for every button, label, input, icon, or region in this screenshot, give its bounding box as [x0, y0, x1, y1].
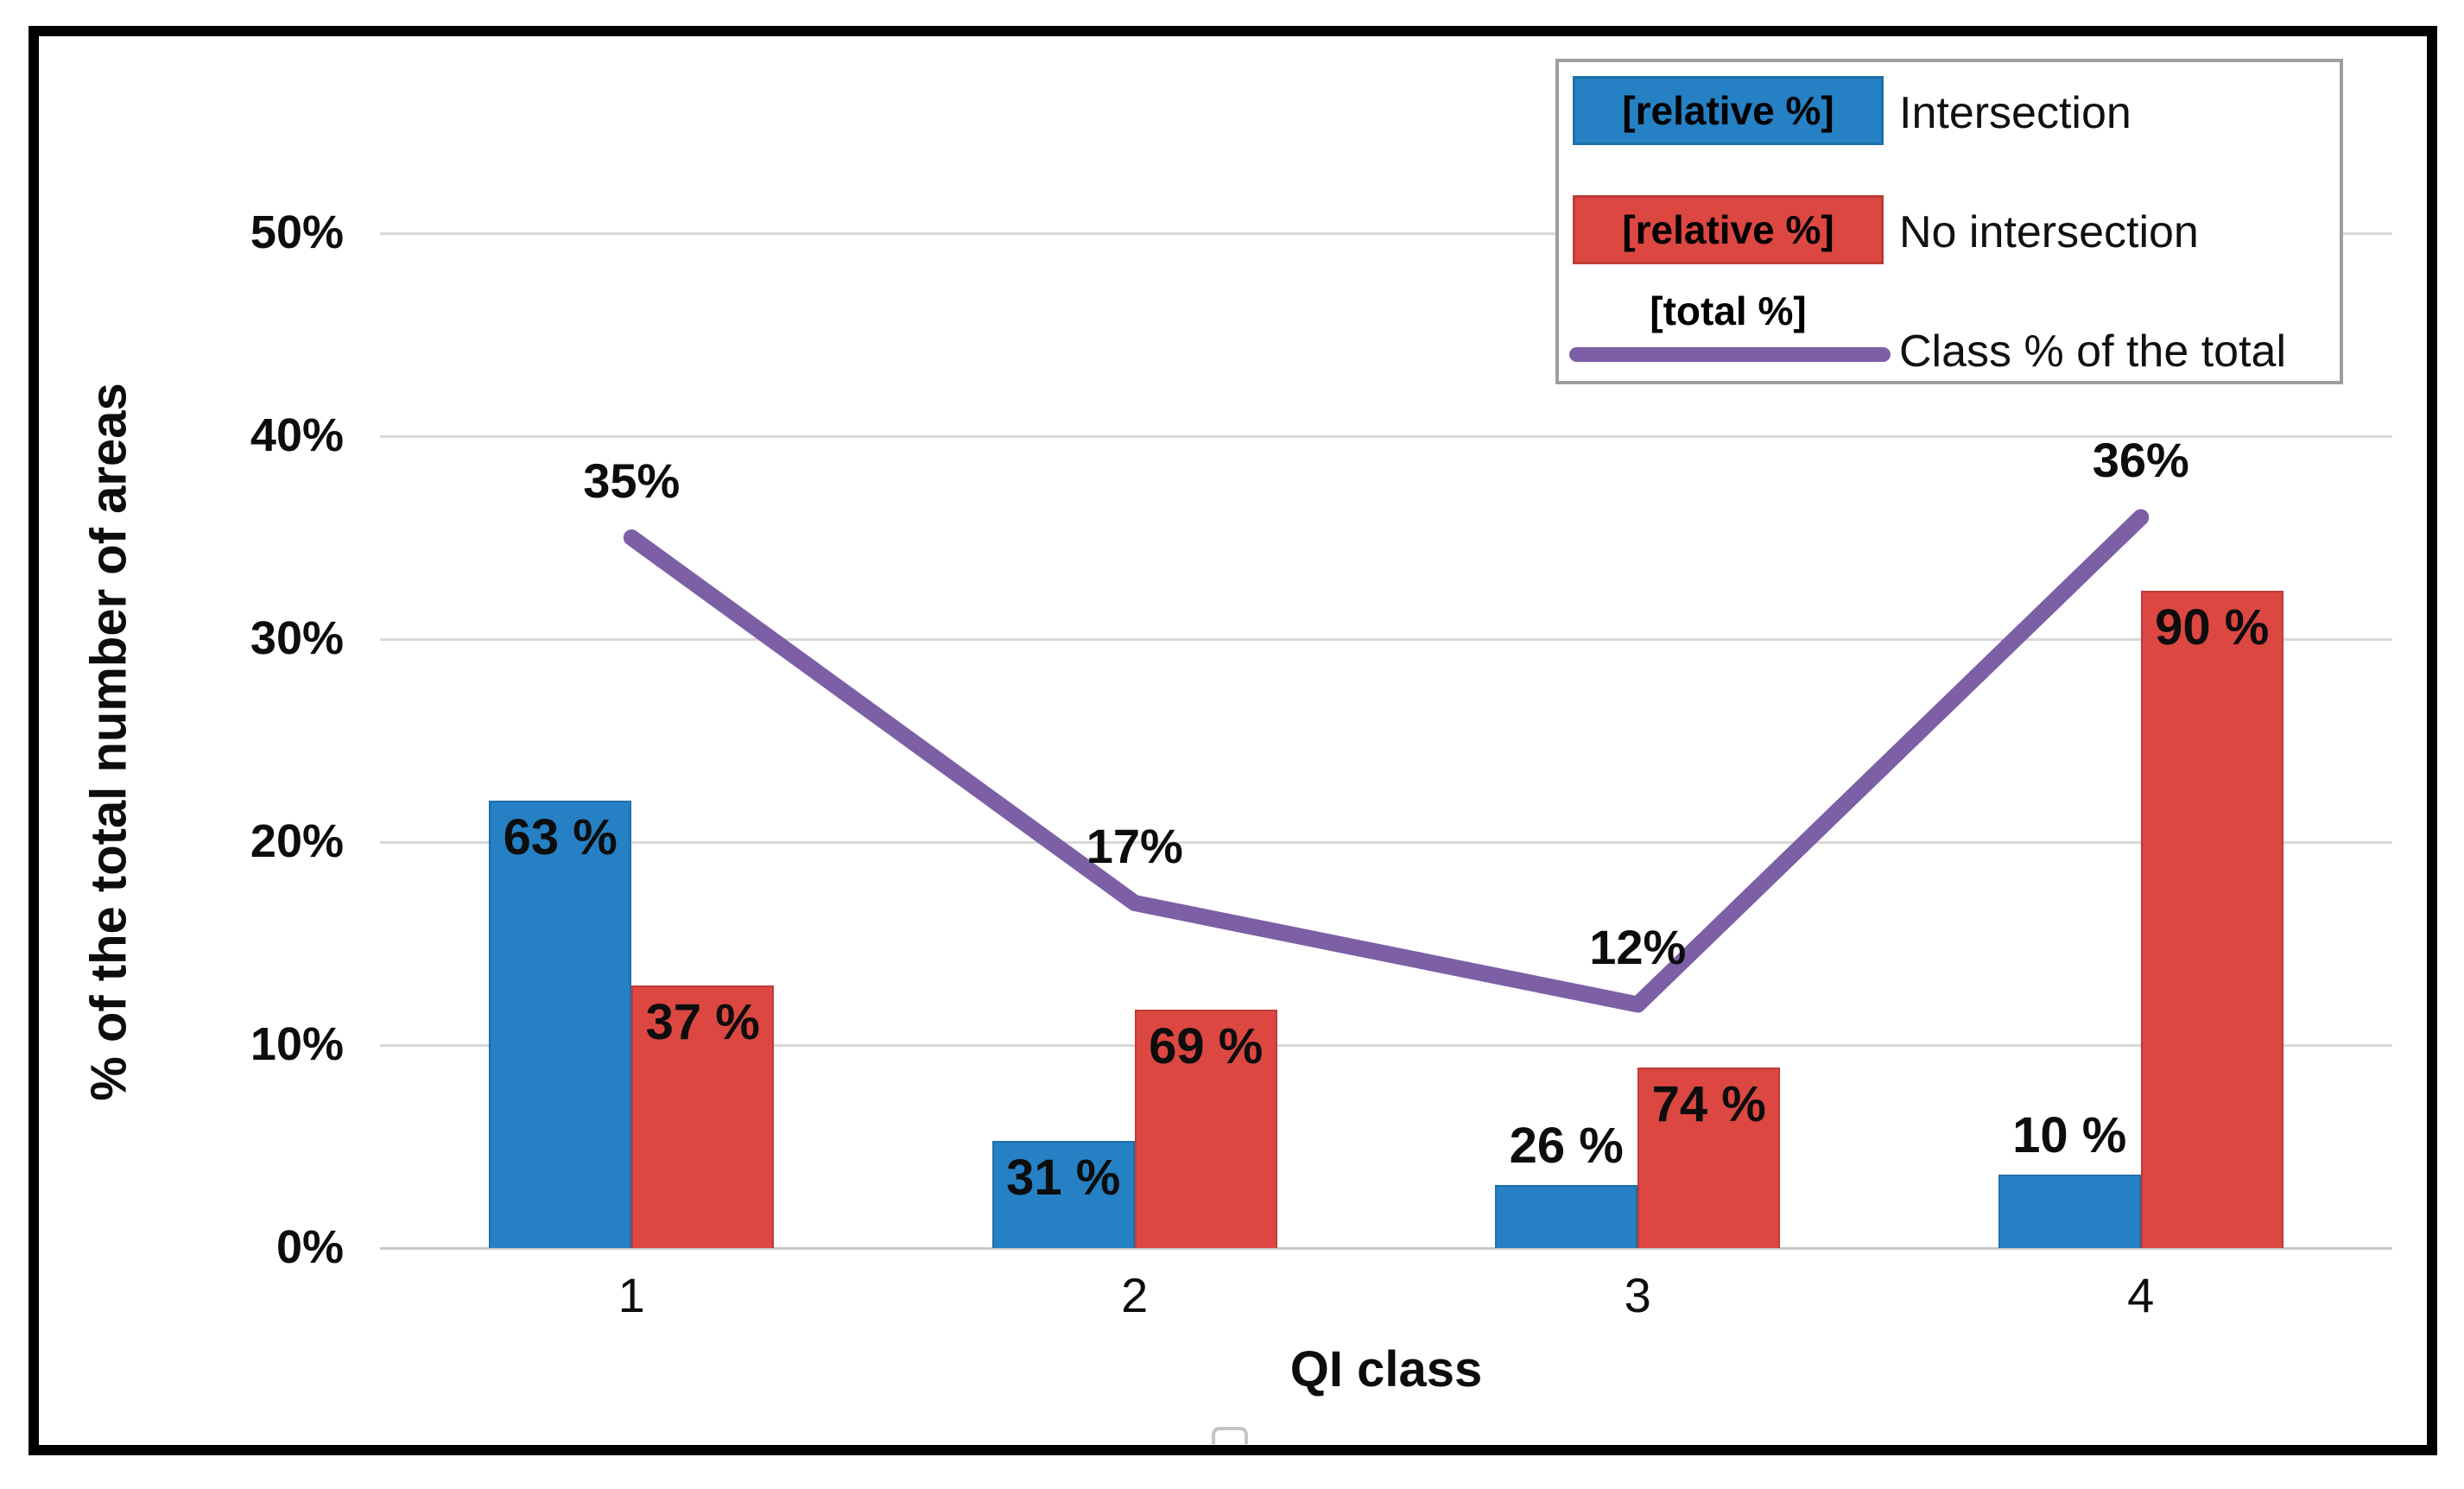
legend-swatch-no-intersection-text: [relative %] — [1622, 207, 1834, 252]
gridline-30% — [380, 638, 2392, 641]
legend-swatch-intersection-text: [relative %] — [1622, 88, 1834, 133]
gridline-10% — [380, 1044, 2392, 1047]
line-label-class-3: 12% — [1589, 920, 1687, 974]
legend: [relative %] Intersection [relative %] N… — [1555, 59, 2343, 384]
bar-no-intersection-class-1 — [631, 985, 775, 1248]
bar-label-no-intersection-class-3: 74 % — [1651, 1076, 1766, 1133]
gridline-50% — [380, 232, 2392, 235]
bar-label-no-intersection-class-2: 69 % — [1149, 1018, 1264, 1075]
x-tick-label-1: 1 — [618, 1268, 645, 1322]
total-percent-polyline — [623, 509, 2150, 1013]
x-axis-title: QI class — [1289, 1341, 1483, 1397]
line-label-class-1: 35% — [583, 453, 681, 508]
legend-total-percent-text: [total %] — [1650, 288, 1807, 333]
gridline-40% — [380, 435, 2392, 438]
y-tick-label-10%: 10% — [250, 1018, 344, 1070]
bar-label-intersection-class-4: 10 % — [2012, 1107, 2127, 1164]
bar-no-intersection-class-2 — [1134, 1010, 1277, 1248]
y-tick-label-20%: 20% — [250, 815, 344, 867]
legend-label-intersection: Intersection — [1899, 88, 2131, 138]
x-tick-label-2: 2 — [1121, 1268, 1149, 1322]
bar-label-no-intersection-class-4: 90 % — [2155, 599, 2270, 656]
x-tick-label-3: 3 — [1624, 1268, 1651, 1322]
bar-no-intersection-class-3 — [1637, 1068, 1781, 1248]
legend-swatch-no-intersection: [relative %] — [1573, 195, 1884, 264]
total-percent-line — [623, 509, 2150, 1013]
y-tick-label-0%: 0% — [276, 1221, 344, 1273]
legend-swatch-intersection: [relative %] — [1573, 76, 1884, 145]
y-axis-title: % of the total number of areas — [80, 383, 137, 1101]
bar-label-intersection-class-1: 63 % — [503, 808, 618, 865]
bar-no-intersection-class-4 — [2140, 590, 2283, 1248]
bar-label-no-intersection-class-1: 37 % — [645, 993, 760, 1050]
bar-label-intersection-class-3: 26 % — [1509, 1117, 1624, 1174]
line-label-class-4: 36% — [2092, 433, 2189, 487]
bar-intersection-class-2 — [991, 1141, 1135, 1248]
legend-label-no-intersection: No intersection — [1899, 207, 2199, 257]
resize-handle-artifact — [1212, 1427, 1248, 1444]
line-label-class-2: 17% — [1086, 818, 1183, 873]
plot-area: 63 % 31 % 26 % 10 % 37 % 69 % 74 % 90 % 35% 17% 12… — [380, 232, 2392, 1250]
bar-intersection-class-4 — [1998, 1175, 2141, 1248]
bar-label-intersection-class-2: 31 % — [1006, 1150, 1121, 1207]
bar-intersection-class-3 — [1495, 1184, 1638, 1248]
gridline-0% — [380, 1247, 2392, 1250]
legend-label-class-total: Class % of the total — [1899, 326, 2286, 377]
bar-intersection-class-1 — [489, 800, 632, 1248]
y-tick-label-40%: 40% — [250, 409, 344, 461]
x-tick-label-4: 4 — [2127, 1268, 2155, 1322]
legend-line-swatch — [1569, 347, 1891, 362]
y-tick-label-30%: 30% — [250, 612, 344, 664]
y-tick-label-50%: 50% — [250, 206, 344, 258]
gridline-20% — [380, 841, 2392, 844]
